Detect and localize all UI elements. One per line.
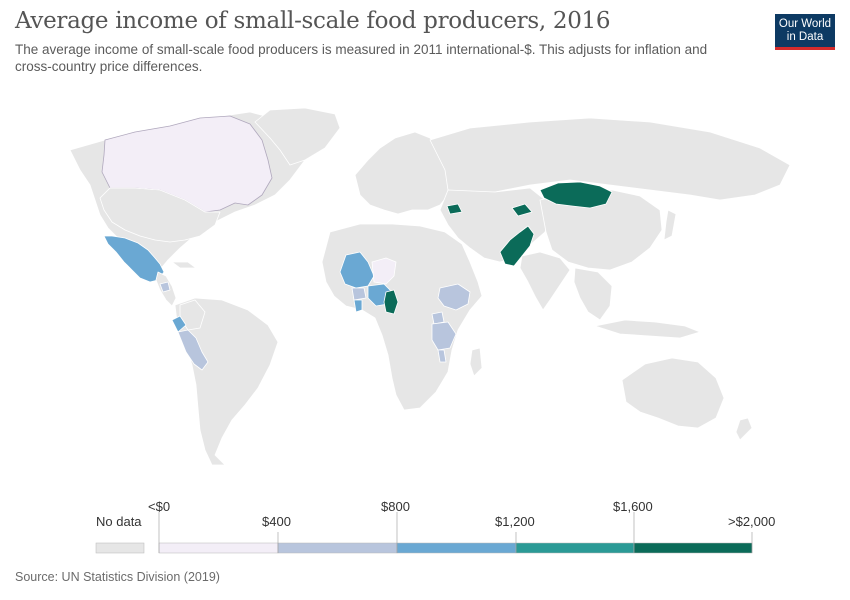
region-caribbean[interactable]	[171, 261, 197, 269]
legend-label-1600: $1,600	[613, 499, 653, 514]
country-tajikistan[interactable]	[511, 203, 533, 217]
legend-label-800: $800	[381, 499, 410, 514]
legend-label-1200: $1,200	[495, 514, 535, 529]
country-japan[interactable]	[663, 209, 677, 241]
owid-logo[interactable]: Our World in Data	[775, 14, 835, 50]
region-indonesia[interactable]	[594, 319, 701, 339]
region-greenland[interactable]	[254, 107, 341, 166]
legend-bin-400-800	[277, 542, 398, 554]
legend-bin-800-1200	[396, 542, 517, 554]
legend-bin-1200-1600	[515, 542, 635, 554]
country-tanzania[interactable]	[431, 321, 457, 351]
country-australia[interactable]	[621, 357, 725, 429]
source-note: Source: UN Statistics Division (2019)	[15, 570, 220, 584]
region-south-america[interactable]	[174, 297, 279, 466]
country-india[interactable]	[519, 251, 571, 311]
country-armenia[interactable]	[446, 203, 463, 215]
country-burkina-faso[interactable]	[351, 287, 367, 301]
region-russia[interactable]	[429, 117, 791, 201]
country-mongolia[interactable]	[539, 181, 613, 209]
country-ecuador[interactable]	[171, 315, 187, 333]
country-pakistan[interactable]	[499, 225, 535, 267]
country-cameroon[interactable]	[383, 289, 399, 315]
chart-title: Average income of small-scale food produ…	[15, 8, 611, 34]
country-peru[interactable]	[177, 329, 209, 371]
legend-no-data-label: No data	[96, 514, 142, 529]
legend-bin-1600-2000	[633, 542, 753, 554]
country-uganda[interactable]	[431, 311, 445, 325]
country-usa[interactable]	[99, 187, 221, 243]
legend-bin-0-400	[158, 542, 279, 554]
logo-line-1: Our World	[778, 18, 832, 30]
chart-subtitle: The average income of small-scale food p…	[15, 42, 708, 74]
legend-no-data-swatch	[95, 542, 145, 554]
legend-label-400: $400	[262, 514, 291, 529]
region-africa[interactable]	[321, 223, 483, 411]
region-east-asia[interactable]	[539, 189, 663, 271]
country-honduras[interactable]	[159, 281, 171, 293]
legend	[95, 512, 753, 554]
country-malawi[interactable]	[437, 349, 447, 363]
country-ghana[interactable]	[353, 299, 363, 313]
country-niger[interactable]	[371, 257, 397, 285]
country-ethiopia[interactable]	[437, 283, 471, 311]
logo-line-2: in Data	[786, 31, 824, 43]
region-southeast-asia[interactable]	[573, 267, 613, 321]
legend-label-2000: >$2,000	[728, 514, 776, 529]
legend-label-0: <$0	[148, 499, 171, 514]
country-new-zealand[interactable]	[735, 417, 753, 441]
country-madagascar[interactable]	[469, 347, 483, 377]
